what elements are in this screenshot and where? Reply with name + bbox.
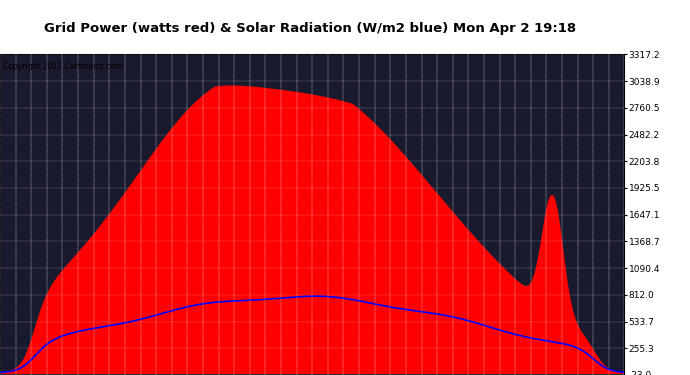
Text: Grid Power (watts red) & Solar Radiation (W/m2 blue) Mon Apr 2 19:18: Grid Power (watts red) & Solar Radiation… — [44, 22, 577, 34]
Text: Copyright 2012 Cartronics.com: Copyright 2012 Cartronics.com — [3, 62, 123, 71]
